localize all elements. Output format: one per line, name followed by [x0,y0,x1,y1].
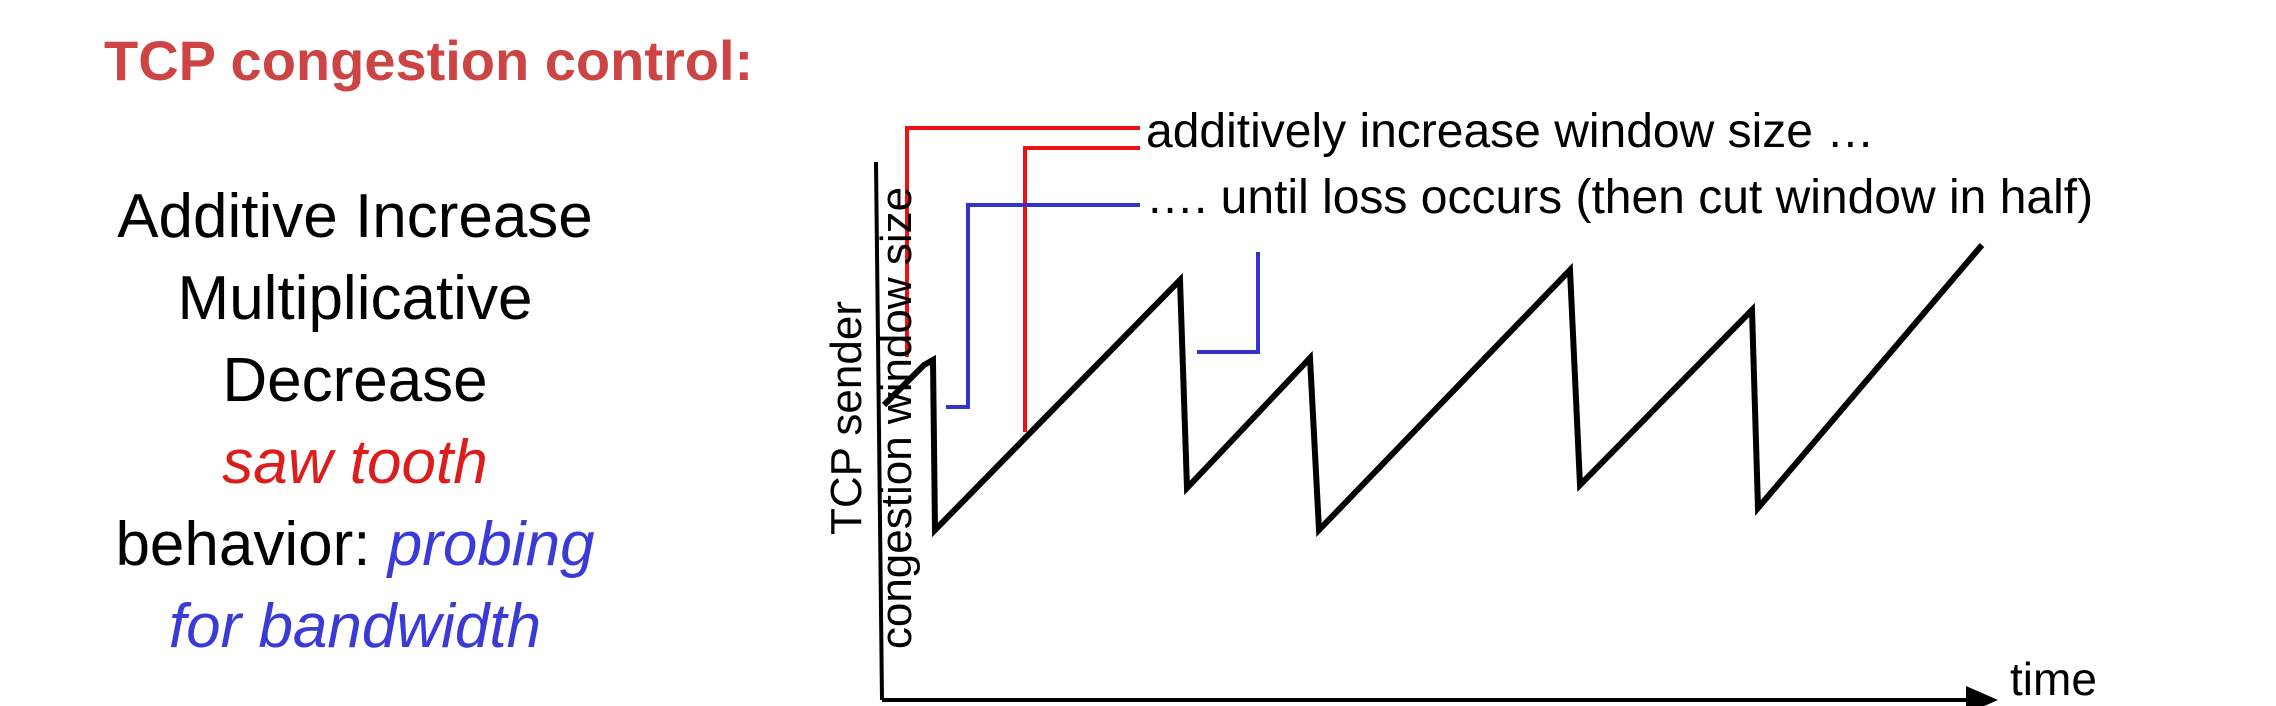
loss-bracket-left [946,203,1140,409]
aimd-line-decrease: Decrease [222,346,488,415]
y-axis-label-line2: congestion window size [872,186,921,650]
x-axis-arrow-head [1966,686,1998,706]
additive-increase-bracket-outer [905,126,1140,357]
y-axis-label-line1: TCP sender [822,301,871,535]
y-axis [874,161,884,701]
congestion-window-line [881,243,1985,538]
probing-label: probing [387,510,595,579]
behavior-line: behavior: probing [60,504,650,586]
aimd-line-multiplicative: Multiplicative [177,264,533,333]
annotation-additive-increase: additively increase window size … [1146,105,1875,158]
behavior-prefix: behavior: [115,510,388,579]
page-title: TCP congestion control: [104,29,754,92]
loss-bracket-right [1197,252,1260,354]
annotation-loss: …. until loss occurs (then cut window in… [1146,171,2094,224]
aimd-description: Additive Increase Multiplicative Decreas… [60,176,650,668]
aimd-line-additive: Additive Increase [117,182,593,251]
additive-increase-bracket-inner [1023,146,1140,432]
bandwidth-label: for bandwidth [168,592,542,661]
saw-tooth-label: saw tooth [222,428,488,497]
x-axis-label: time [2010,653,2097,705]
